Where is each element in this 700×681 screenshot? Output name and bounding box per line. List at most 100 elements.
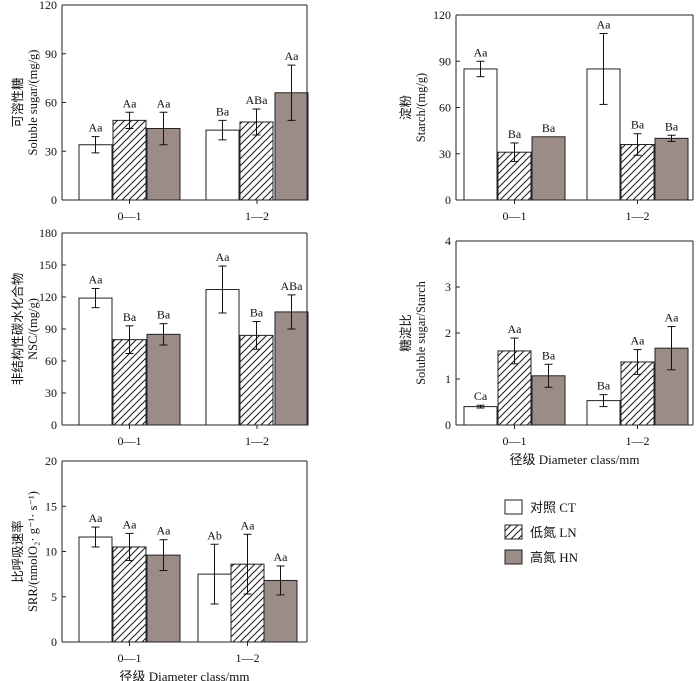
y-tick-label: 5 xyxy=(51,590,57,604)
significance-label: Ba xyxy=(508,127,522,141)
significance-label: Aa xyxy=(123,517,138,531)
significance-label: Ab xyxy=(207,528,222,542)
legend-swatch-ct xyxy=(504,499,523,515)
significance-label: Ba xyxy=(597,379,611,393)
significance-label: Aa xyxy=(274,550,289,564)
legend-label-ct: 对照 CT xyxy=(530,500,576,515)
bar xyxy=(274,311,309,426)
significance-label: Ba xyxy=(216,104,230,118)
significance-label: Ba xyxy=(250,306,264,320)
bar xyxy=(497,151,532,201)
chart-panel-1: Aa Ba Aa ABa Aa Aa 0 30 60 90 120 0—1 1—2 可溶性糖 Soluble… xyxy=(10,0,309,223)
bar xyxy=(463,406,498,426)
y-tick-label: 30 xyxy=(439,147,451,161)
significance-label: Aa xyxy=(474,45,489,59)
bar xyxy=(205,129,240,201)
y-tick-label: 90 xyxy=(45,322,57,336)
significance-label: Aa xyxy=(216,250,231,264)
x-tick-label: 1—2 xyxy=(245,209,269,223)
significance-label: Aa xyxy=(597,18,612,32)
significance-label: Ba xyxy=(542,121,556,135)
bar xyxy=(78,144,113,201)
y-tick-label: 4 xyxy=(445,234,451,248)
y-tick-label: 150 xyxy=(39,258,57,272)
chart-panel-5: Aa Ab Aa Aa Aa Aa 0 5 10 15 20 0—1 1—2 比呼吸速率 SRR/(nmol… xyxy=(10,454,308,681)
y-axis-label-cn: 糖淀比 xyxy=(398,314,413,352)
significance-label: Aa xyxy=(665,311,680,325)
y-tick-label: 0 xyxy=(51,193,57,207)
bar xyxy=(78,297,113,426)
bar xyxy=(654,137,689,201)
significance-label: Ba xyxy=(123,310,137,324)
bar xyxy=(531,136,566,201)
y-axis-label-en: NSC/(mg/g) xyxy=(26,298,40,360)
x-tick-label: 0—1 xyxy=(503,434,527,448)
legend-label-hn: 高氮 HN xyxy=(530,550,579,565)
y-axis-label-cn: 非结构性碳水化合物 xyxy=(10,273,25,386)
significance-label: Aa xyxy=(285,49,300,63)
bar xyxy=(239,334,274,426)
legend-label-ln: 低氮 LN xyxy=(530,525,577,540)
x-tick-label: 0—1 xyxy=(503,209,527,223)
y-tick-label: 10 xyxy=(45,545,57,559)
significance-label: Aa xyxy=(89,511,104,525)
y-tick-label: 30 xyxy=(45,386,57,400)
y-axis-label-cn: 可溶性糖 xyxy=(10,77,25,128)
x-tick-label: 0—1 xyxy=(118,434,142,448)
bar xyxy=(146,333,181,426)
y-tick-label: 90 xyxy=(439,54,451,68)
y-tick-label: 0 xyxy=(445,193,451,207)
y-axis-label-en: Starch/(mg/g) xyxy=(414,73,428,142)
chart-panel-2: Aa Aa Ba Ba Ba Ba 0 30 60 90 120 0—1 1—2 淀粉 Starch/(mg… xyxy=(398,8,694,223)
y-axis-label-en: Soluble sugar/Starch xyxy=(414,280,428,385)
chart-panel-4: Ca Ba Aa Aa Ba Aa 0 1 2 3 4 0—1 1—2 糖淀比 Soluble sugar/… xyxy=(398,234,694,467)
y-tick-label: 180 xyxy=(39,226,57,240)
x-axis-label: 径级 Diameter class/mm xyxy=(120,669,250,681)
y-tick-label: 0 xyxy=(445,418,451,432)
chart-panel-3: Aa Aa Ba Ba Ba ABa 0 30 60 90 120 150 180 0—1 1—2 非结构性碳… xyxy=(10,226,309,448)
y-tick-label: 15 xyxy=(45,499,57,513)
x-axis-label: 径级 Diameter class/mm xyxy=(510,452,640,467)
significance-label: Ba xyxy=(157,308,171,322)
x-tick-label: 0—1 xyxy=(118,651,142,665)
significance-label: Aa xyxy=(157,524,172,538)
y-tick-label: 60 xyxy=(45,354,57,368)
x-tick-label: 1—2 xyxy=(245,434,269,448)
y-tick-label: 0 xyxy=(51,418,57,432)
y-tick-label: 1 xyxy=(445,372,451,386)
y-tick-label: 120 xyxy=(39,290,57,304)
significance-label: Aa xyxy=(241,518,256,532)
y-tick-label: 30 xyxy=(45,144,57,158)
bar xyxy=(78,536,113,643)
y-tick-label: 90 xyxy=(45,47,57,61)
significance-label: Aa xyxy=(89,272,104,286)
significance-label: Ba xyxy=(631,118,645,132)
legend-swatch-ln xyxy=(504,524,523,540)
y-tick-label: 120 xyxy=(39,0,57,12)
significance-label: Aa xyxy=(508,322,523,336)
y-axis-label-cn: 比呼吸速率 xyxy=(10,520,25,583)
x-tick-label: 0—1 xyxy=(118,209,142,223)
legend: 对照 CT 低氮 LN 高氮 HN xyxy=(504,499,579,565)
significance-label: Aa xyxy=(123,96,138,110)
y-tick-label: 120 xyxy=(433,8,451,22)
significance-label: Aa xyxy=(157,96,172,110)
y-tick-label: 3 xyxy=(445,280,451,294)
y-tick-label: 60 xyxy=(439,101,451,115)
significance-label: Ba xyxy=(665,119,679,133)
y-tick-label: 20 xyxy=(45,454,57,468)
bar xyxy=(112,119,147,201)
significance-label: Aa xyxy=(631,334,646,348)
significance-label: Aa xyxy=(89,121,104,135)
x-tick-label: 1—2 xyxy=(236,651,260,665)
y-axis-label-en: SRR/(nmolO₂· g⁻¹· s⁻¹) xyxy=(26,491,40,612)
legend-swatch-hn xyxy=(504,549,523,565)
significance-label: ABa xyxy=(246,93,269,107)
y-axis-label-cn: 淀粉 xyxy=(398,95,413,121)
y-tick-label: 0 xyxy=(51,635,57,649)
bar xyxy=(463,68,498,201)
y-tick-label: 2 xyxy=(445,326,451,340)
x-tick-label: 1—2 xyxy=(626,434,650,448)
